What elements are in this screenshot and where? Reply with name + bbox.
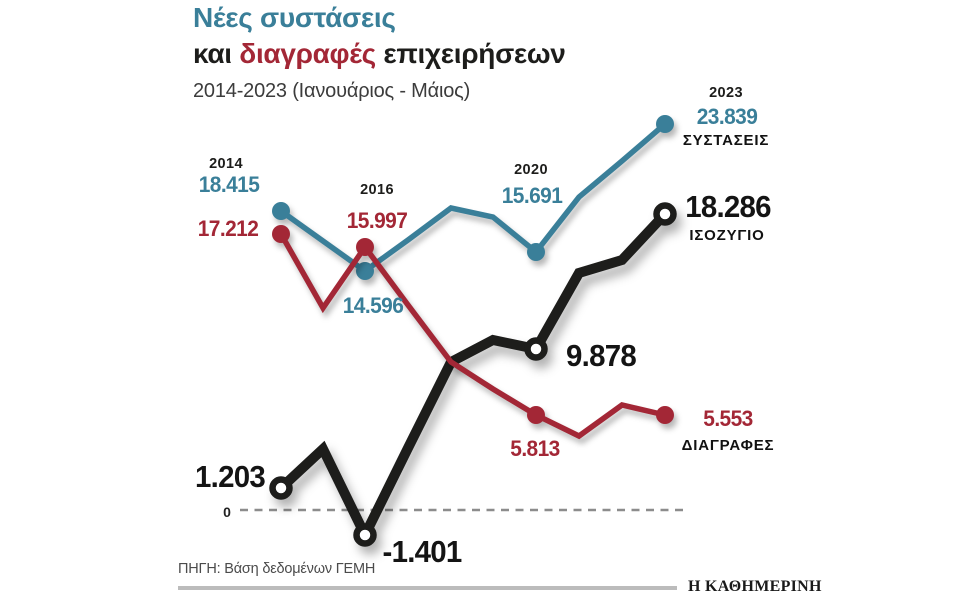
series-group-systaseis — [272, 115, 674, 280]
label-year-2016: 2016 — [360, 182, 394, 198]
line-isozygio — [277, 210, 669, 547]
chart-subtitle: 2014-2023 (Ιανουάριος - Μάιος) — [193, 79, 471, 102]
dot-isozygio-2023 — [653, 202, 677, 226]
chart-title-line2: και διαγραφές επιχειρήσεων — [193, 36, 566, 72]
label-zero-baseline: 0 — [223, 504, 231, 520]
line-systaseis — [279, 121, 667, 275]
dot-diagrafes-2020 — [527, 406, 545, 424]
title-line2-suffix: επιχειρήσεων — [375, 38, 566, 70]
label-isozygio-2020: 9.878 — [566, 338, 637, 373]
dot-isozygio-2020 — [524, 337, 548, 361]
line-diagrafes — [278, 232, 666, 440]
label-series-diagrafes: ΔΙΑΓΡΑΦΕΣ — [681, 437, 775, 454]
label-systaseis-2016: 14.596 — [342, 293, 404, 318]
title-line2-prefix: και — [193, 38, 240, 70]
dot-systaseis-2014 — [272, 202, 290, 220]
label-diagrafes-2023: 5.553 — [703, 406, 753, 431]
label-year-2014: 2014 — [209, 156, 243, 172]
label-isozygio-2023: 18.286 — [685, 189, 771, 224]
series-group-isozygio — [269, 202, 677, 547]
dot-diagrafes-2023 — [656, 406, 674, 424]
title-line2-highlight: διαγραφές — [239, 38, 376, 70]
label-year-2020: 2020 — [514, 162, 548, 178]
dot-systaseis-2020 — [527, 243, 545, 261]
label-series-systaseis: ΣΥΣΤΑΣΕΙΣ — [682, 132, 770, 149]
chart-header: Νέες συστάσεις και διαγραφές επιχειρήσεω… — [193, 0, 566, 103]
chart-title-line1: Νέες συστάσεις — [193, 2, 396, 33]
label-isozygio-2014: 1.203 — [195, 459, 266, 494]
label-diagrafes-2016: 15.997 — [346, 208, 408, 233]
label-diagrafes-2014: 17.212 — [197, 216, 259, 241]
footer-rule — [178, 586, 677, 590]
publisher-logo: Η ΚΑΘΗΜΕΡΙΝΗ — [688, 578, 822, 595]
dot-systaseis-2023 — [656, 115, 674, 133]
dot-isozygio-2016 — [353, 523, 377, 547]
label-series-isozygio: ΙΣΟΖΥΓΙΟ — [689, 227, 765, 244]
label-systaseis-2023: 23.839 — [696, 104, 758, 129]
dot-systaseis-2016 — [356, 262, 374, 280]
label-systaseis-2020: 15.691 — [501, 183, 563, 208]
label-year-2023: 2023 — [709, 85, 743, 101]
label-isozygio-2016: -1.401 — [382, 534, 463, 569]
source-note: ΠΗΓΗ: Βάση δεδομένων ΓΕΜΗ — [178, 561, 376, 577]
dot-diagrafes-2014 — [272, 225, 290, 243]
dot-isozygio-2014 — [269, 476, 293, 500]
series-group-diagrafes — [272, 225, 674, 440]
dot-diagrafes-2016 — [356, 238, 374, 256]
label-diagrafes-2020: 5.813 — [510, 436, 560, 461]
label-systaseis-2014: 18.415 — [198, 172, 260, 197]
